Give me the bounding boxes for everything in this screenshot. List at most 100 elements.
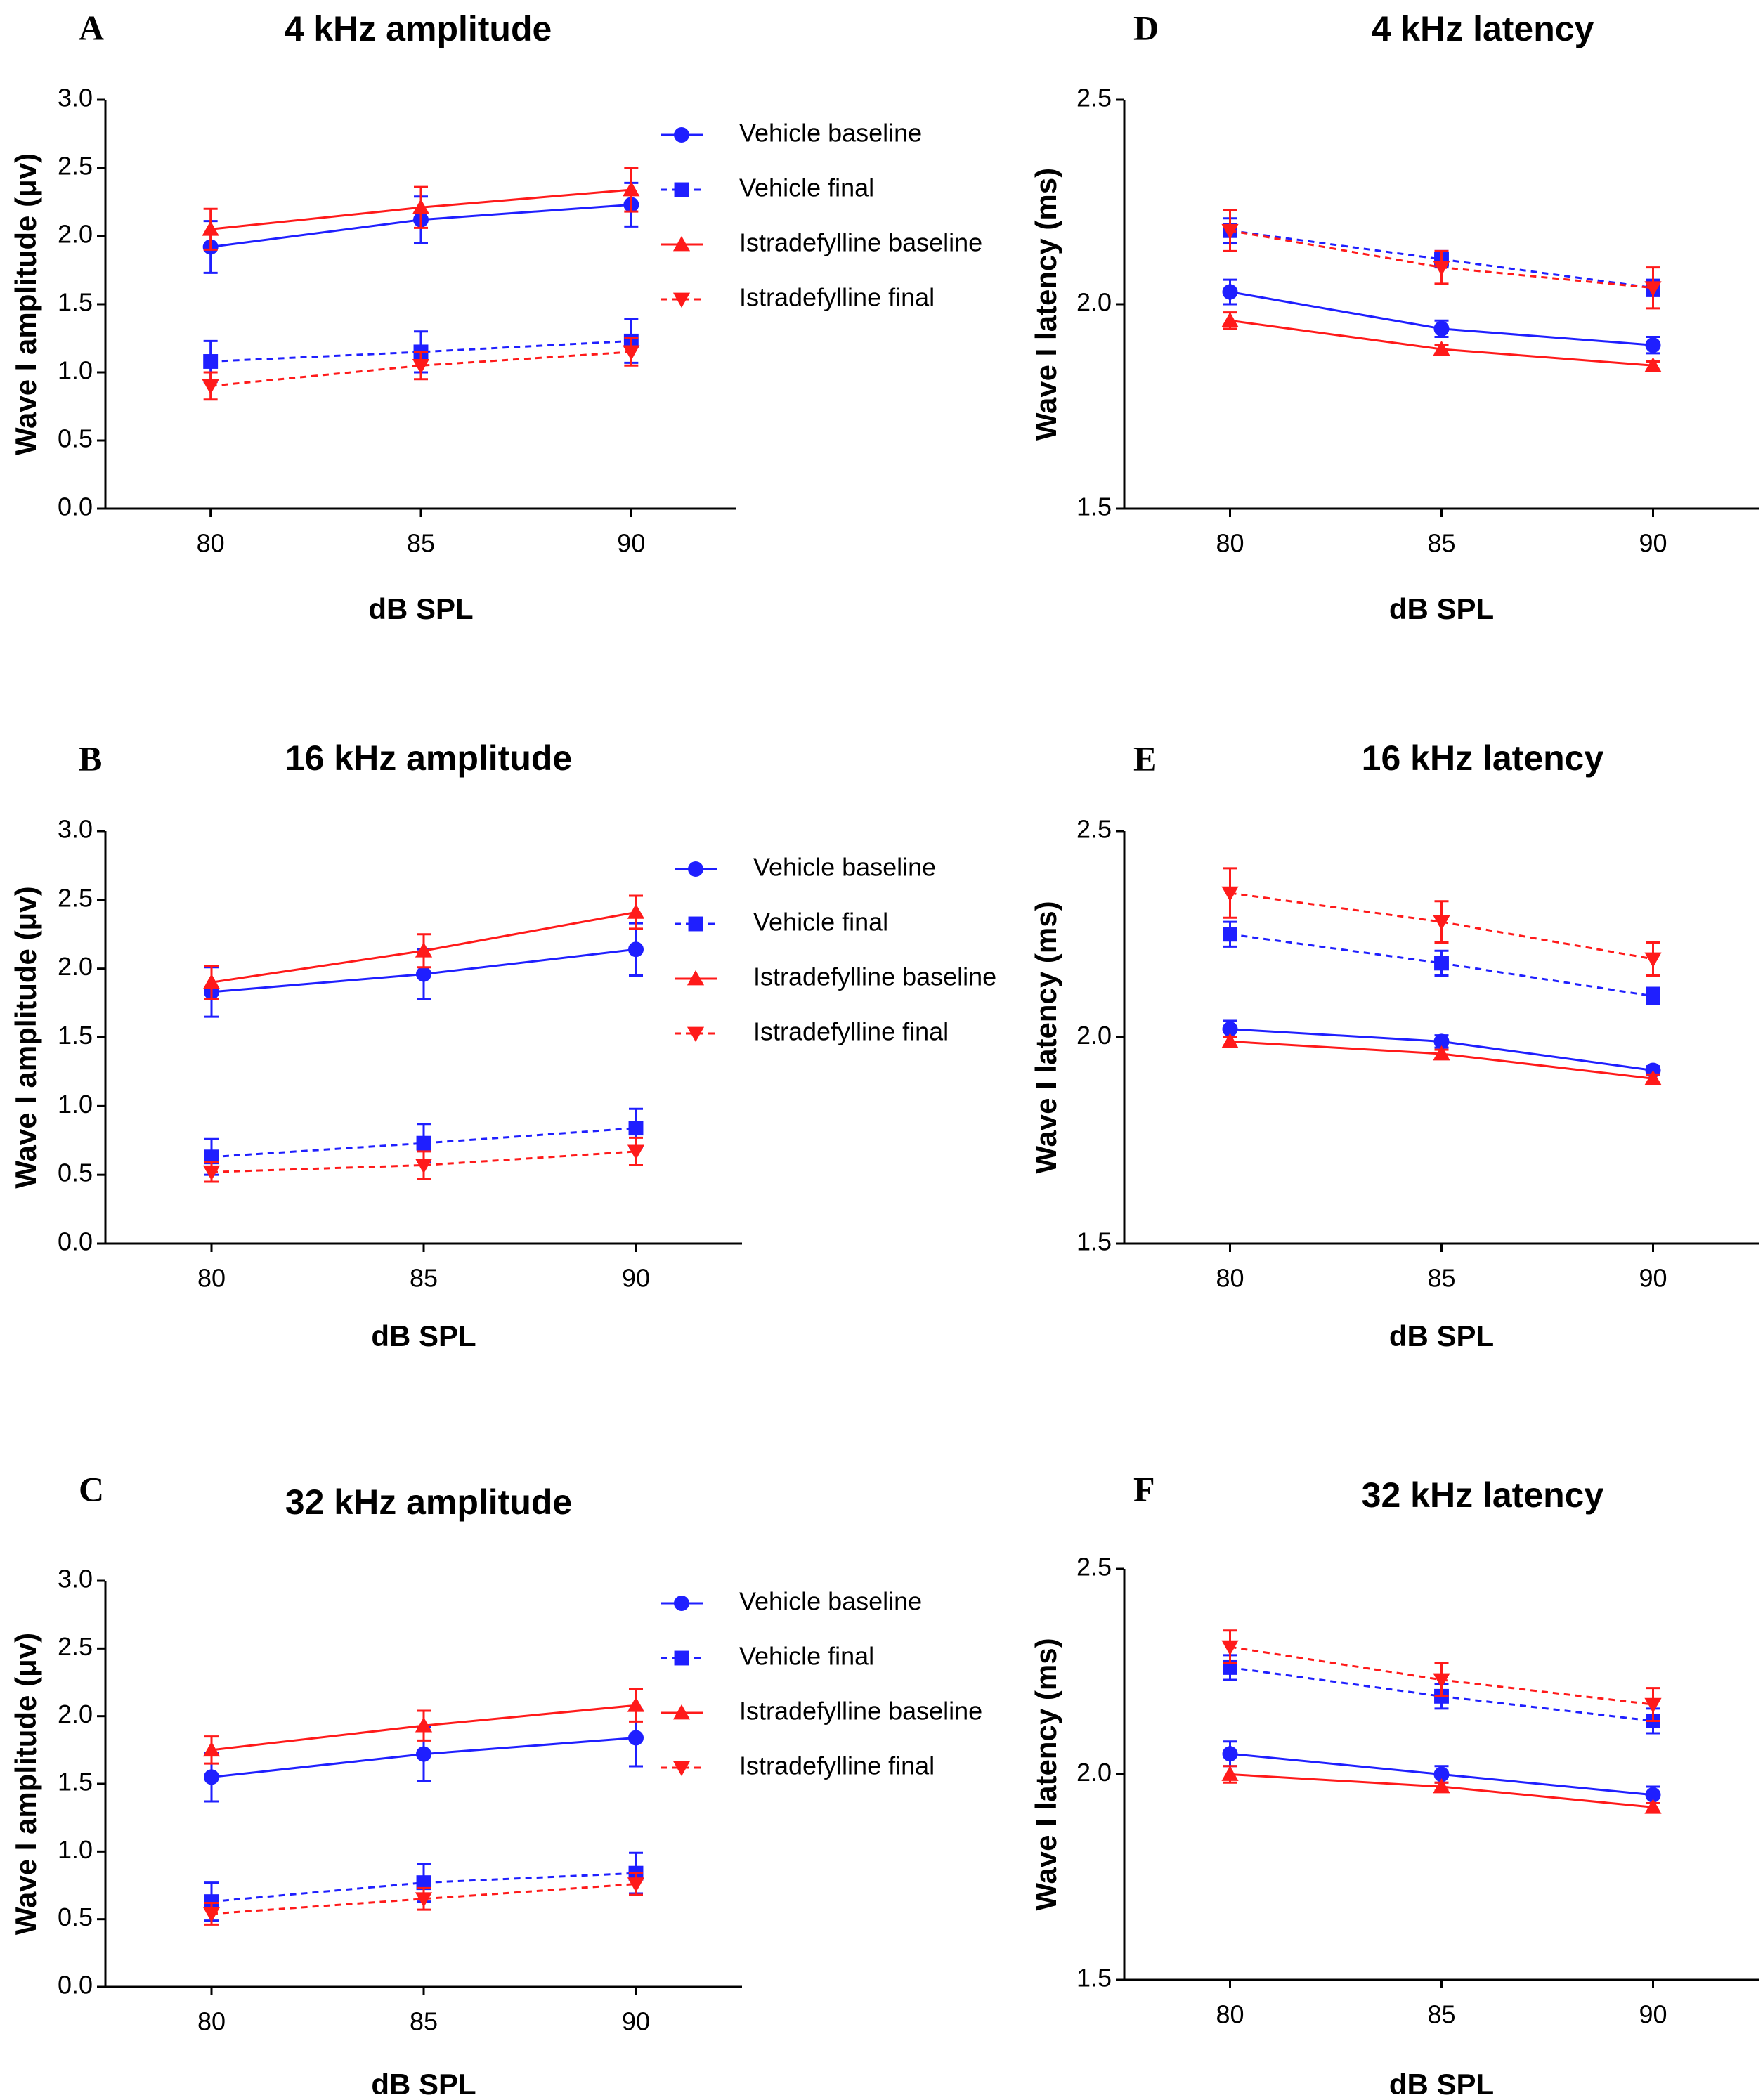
series-istradefylline-final bbox=[202, 1872, 645, 1926]
y-tick-label: 3.0 bbox=[58, 1565, 93, 1593]
legend: Vehicle baseline Vehicle final Istradefyll… bbox=[661, 119, 982, 312]
series-istradefylline-baseline bbox=[202, 1688, 645, 1765]
data-point bbox=[416, 1875, 431, 1891]
data-point bbox=[202, 1165, 221, 1181]
legend-marker bbox=[672, 235, 691, 252]
series-istradefylline-baseline bbox=[202, 167, 640, 251]
series-line bbox=[211, 1872, 637, 1903]
panel-D: D 4 kHz latency 1.5 2.0 2.5 80 85 90 dB SPL Wave … bbox=[1029, 8, 1759, 625]
y-tick-label: 0.5 bbox=[58, 424, 93, 453]
y-tick-label: 1.0 bbox=[58, 356, 93, 385]
legend-label: Istradefylline baseline bbox=[753, 963, 996, 991]
legend-label: Istradefylline final bbox=[739, 1752, 935, 1780]
x-tick-label: 90 bbox=[1639, 529, 1667, 558]
x-tick-label: 90 bbox=[1639, 1264, 1667, 1293]
x-tick-label: 85 bbox=[1427, 529, 1455, 558]
data-point bbox=[1644, 1697, 1662, 1714]
data-point bbox=[202, 221, 219, 236]
y-axis-label: Wave I latency (ms) bbox=[1029, 1638, 1062, 1910]
legend-label: Vehicle final bbox=[739, 1642, 874, 1671]
x-tick-label: 80 bbox=[197, 1264, 226, 1293]
data-point bbox=[1644, 1070, 1662, 1085]
x-tick-label: 80 bbox=[1216, 529, 1244, 558]
x-tick-label: 80 bbox=[197, 2007, 226, 2036]
y-tick-label: 2.0 bbox=[58, 952, 93, 981]
series-line bbox=[1230, 933, 1653, 998]
legend-label: Vehicle baseline bbox=[753, 853, 936, 882]
y-tick-label: 3.0 bbox=[58, 84, 93, 112]
y-tick-label: 0.0 bbox=[58, 1971, 93, 2000]
data-point bbox=[1645, 337, 1661, 353]
data-point bbox=[1433, 1778, 1450, 1794]
y-tick-label: 2.5 bbox=[58, 883, 93, 912]
data-point bbox=[623, 345, 640, 360]
chart-title: 32 kHz amplitude bbox=[285, 1482, 572, 1522]
data-point bbox=[202, 1907, 221, 1923]
data-point bbox=[202, 379, 219, 395]
y-axis-label: Wave I latency (ms) bbox=[1029, 901, 1062, 1173]
x-axis-label: dB SPL bbox=[368, 592, 473, 625]
series-line bbox=[211, 1150, 637, 1173]
data-point bbox=[1223, 927, 1237, 942]
x-axis-label: dB SPL bbox=[371, 2068, 476, 2100]
data-point bbox=[1433, 1045, 1450, 1061]
data-point bbox=[1222, 1021, 1238, 1037]
data-point bbox=[1222, 284, 1238, 300]
legend-marker bbox=[672, 292, 691, 308]
panel-letter: E bbox=[1133, 738, 1157, 778]
x-tick-label: 85 bbox=[410, 2007, 438, 2036]
legend-label: Istradefylline baseline bbox=[739, 1697, 982, 1726]
data-point bbox=[628, 941, 644, 958]
y-axis-label: Wave I latency (ms) bbox=[1029, 168, 1062, 441]
legend-marker bbox=[687, 970, 705, 986]
series-istradefylline-final bbox=[1221, 1629, 1662, 1722]
panel-letter: D bbox=[1133, 8, 1159, 47]
data-point bbox=[202, 1741, 221, 1757]
legend-marker bbox=[674, 182, 689, 197]
panel-B: B 16 kHz amplitude 0.0 0.5 1.0 1.5 2.0 2.5 3.0 80… bbox=[9, 738, 996, 1352]
x-axis-label: dB SPL bbox=[1389, 592, 1494, 625]
y-tick-label: 0.5 bbox=[58, 1903, 93, 1931]
panel-C: C 32 kHz amplitude 0.0 0.5 1.0 1.5 2.0 2.5 3.0 80… bbox=[9, 1469, 982, 2100]
x-axis-label: dB SPL bbox=[1389, 2068, 1494, 2100]
y-tick-label: 1.0 bbox=[58, 1835, 93, 1864]
y-tick-label: 1.5 bbox=[1076, 1964, 1112, 1993]
data-point bbox=[627, 904, 645, 919]
y-tick-label: 0.5 bbox=[58, 1159, 93, 1187]
data-point bbox=[627, 1144, 645, 1161]
x-tick-label: 90 bbox=[622, 1264, 650, 1293]
x-axis-label: dB SPL bbox=[1389, 1319, 1494, 1352]
data-point bbox=[1433, 320, 1450, 337]
series-istradefylline-final bbox=[202, 1136, 645, 1183]
y-tick-label: 2.5 bbox=[58, 152, 93, 181]
chart-title: 4 kHz amplitude bbox=[285, 9, 552, 48]
panel-letter: A bbox=[79, 8, 104, 47]
y-tick-label: 1.5 bbox=[58, 288, 93, 317]
data-point bbox=[204, 1149, 219, 1165]
data-point bbox=[416, 966, 431, 982]
y-tick-label: 1.5 bbox=[58, 1768, 93, 1796]
panel-E: E 16 kHz latency 1.5 2.0 2.5 80 85 90 dB SPL Wave… bbox=[1029, 738, 1759, 1352]
panel-A: A 4 kHz amplitude 0.0 0.5 1.0 1.5 2.0 2.5 3.0 80 8… bbox=[9, 8, 982, 625]
y-tick-label: 2.0 bbox=[58, 1700, 93, 1728]
series-vehicle-final bbox=[1223, 920, 1660, 1006]
series-vehicle-final bbox=[204, 1107, 644, 1176]
data-point bbox=[1645, 1787, 1661, 1803]
y-tick-label: 0.0 bbox=[58, 493, 93, 521]
x-tick-label: 80 bbox=[1216, 1264, 1244, 1293]
data-point bbox=[415, 1159, 433, 1174]
y-tick-label: 2.5 bbox=[1076, 84, 1112, 112]
legend-label: Vehicle baseline bbox=[739, 119, 922, 148]
series-line bbox=[210, 351, 632, 387]
y-tick-label: 2.0 bbox=[58, 220, 93, 249]
series-istradefylline-final bbox=[1221, 209, 1662, 310]
data-point bbox=[1221, 223, 1239, 240]
series-istradefylline-baseline bbox=[202, 894, 645, 1000]
y-tick-label: 2.5 bbox=[1076, 1553, 1112, 1581]
data-point bbox=[1646, 989, 1660, 1004]
legend-marker bbox=[672, 1704, 691, 1720]
data-point bbox=[627, 1697, 645, 1712]
data-point bbox=[1222, 1746, 1238, 1762]
data-point bbox=[204, 1894, 219, 1910]
